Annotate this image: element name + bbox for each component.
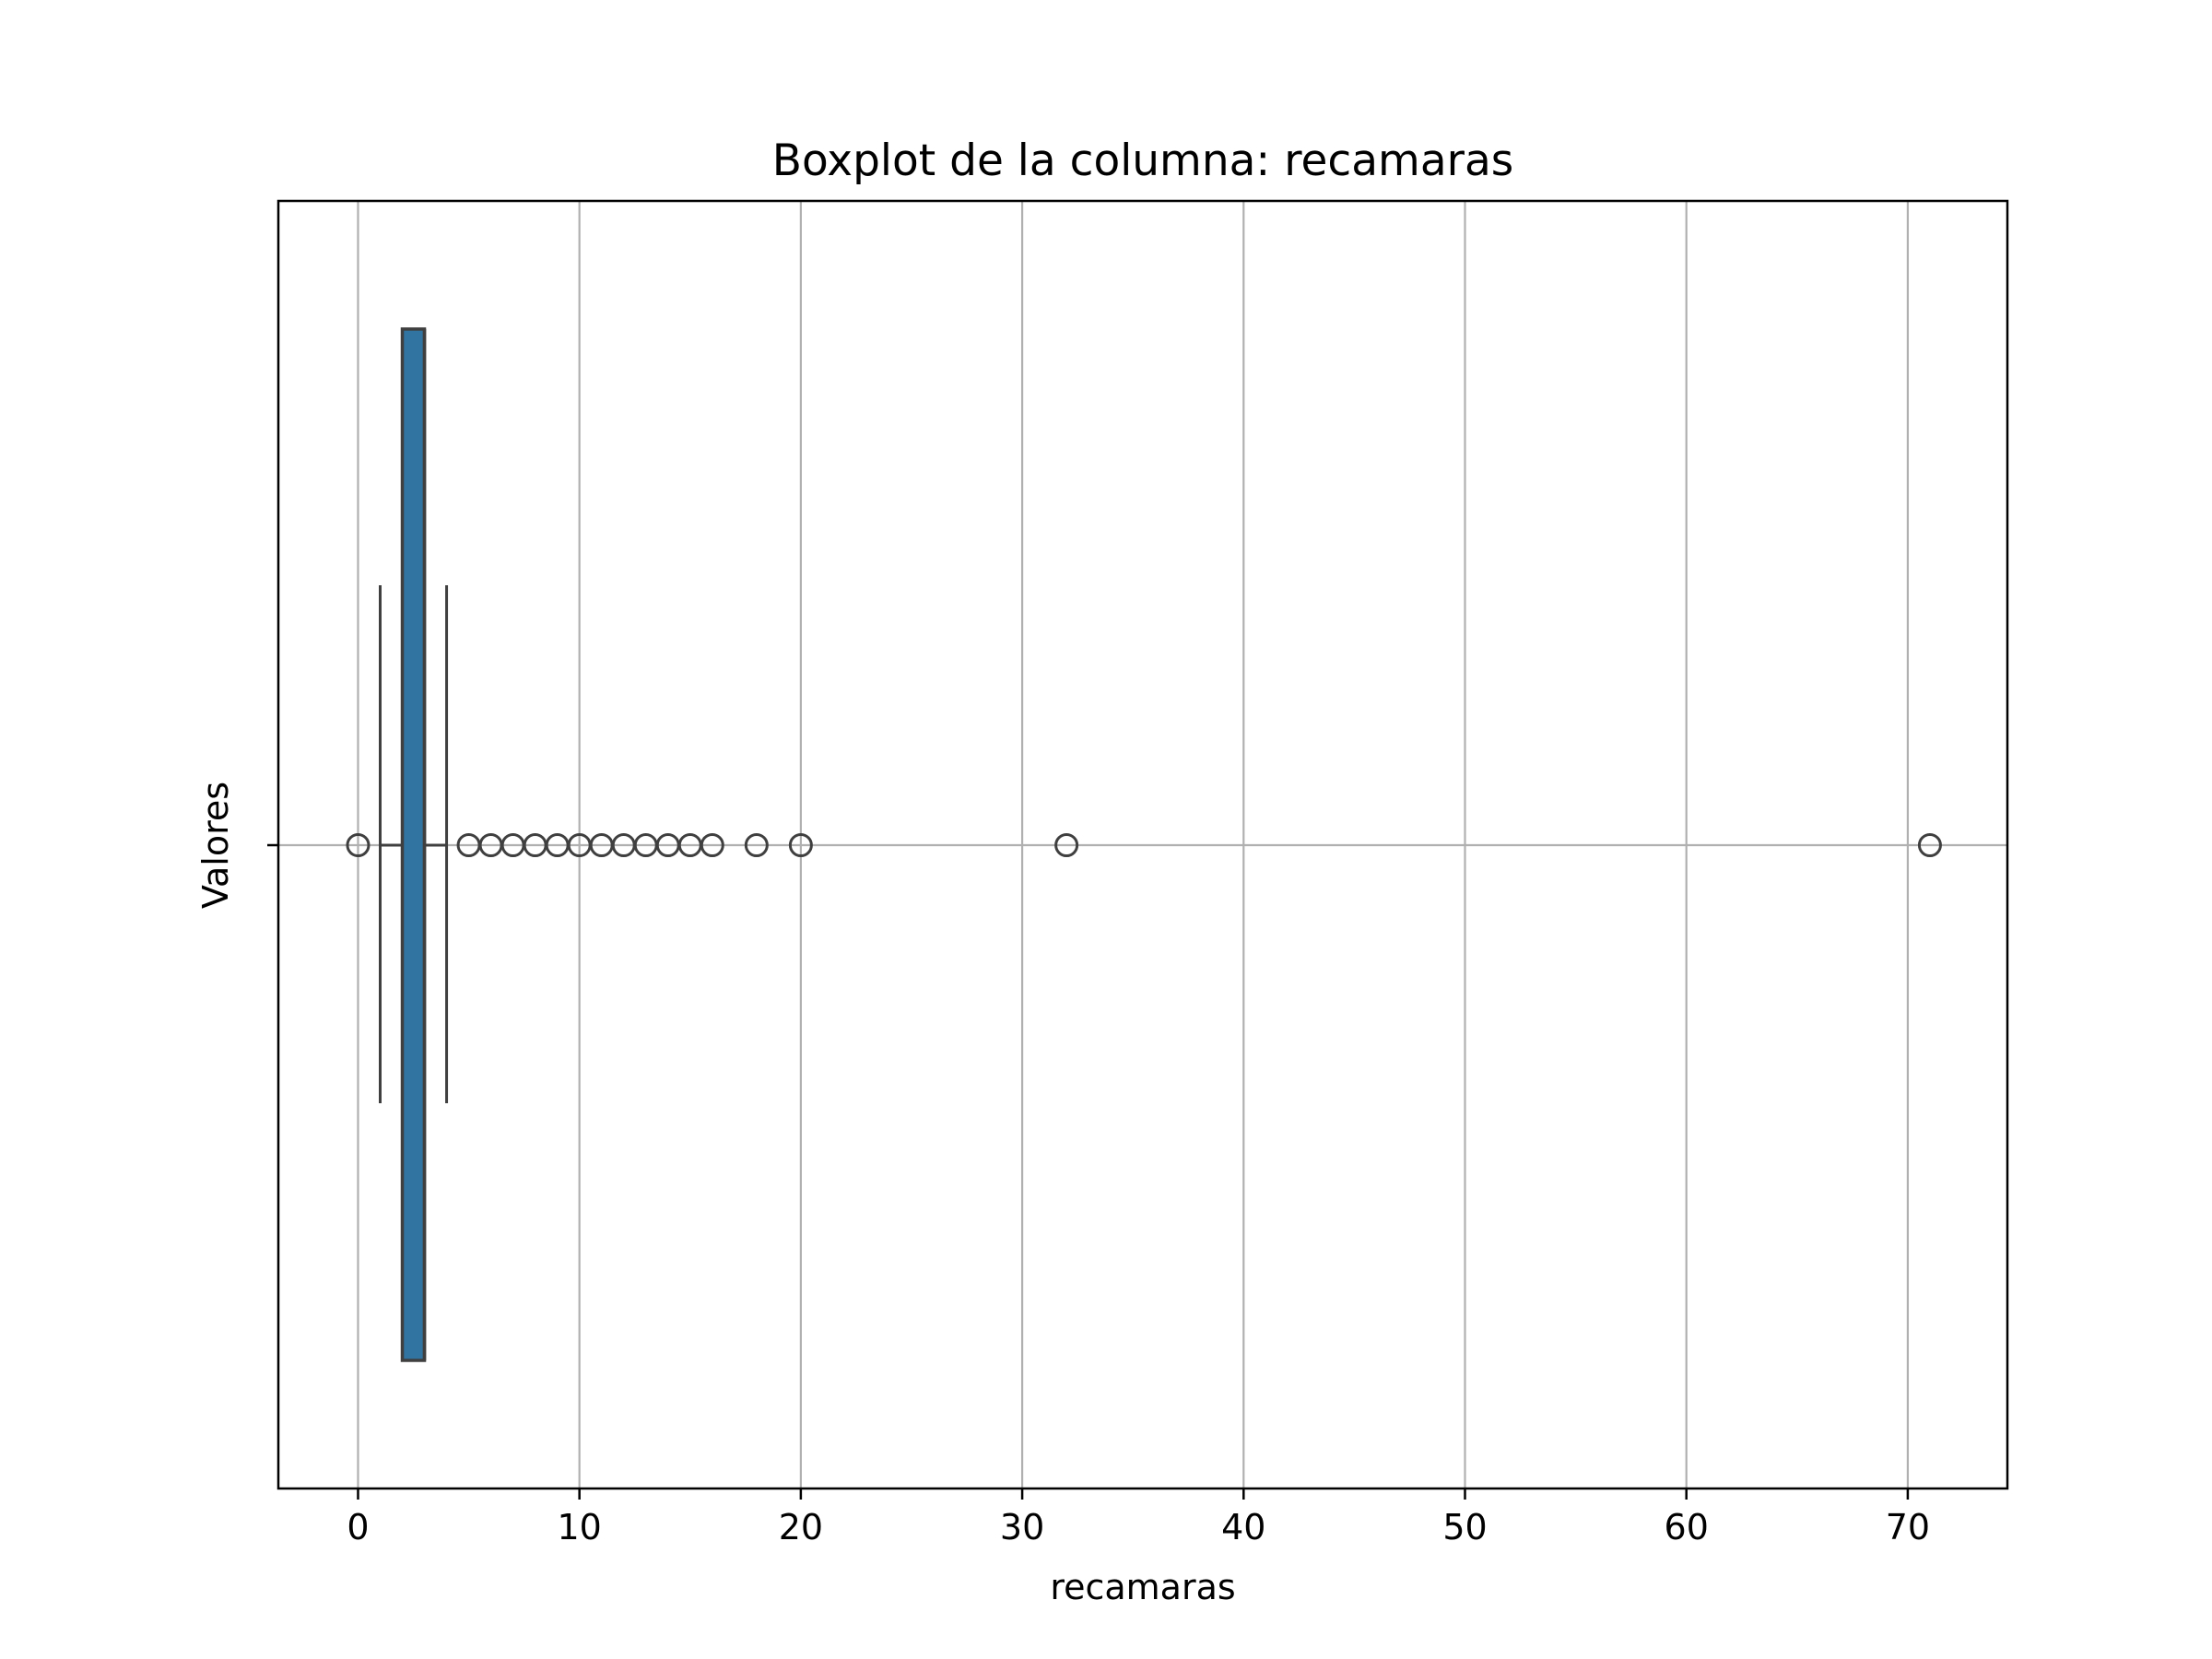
- outlier-point: [744, 833, 769, 857]
- grid-lines: [278, 201, 2007, 1488]
- outlier-point: [788, 833, 813, 857]
- outlier-point: [700, 833, 724, 857]
- x-tick-label: 70: [1886, 1507, 1930, 1547]
- y-axis-label: Valores: [195, 782, 236, 909]
- x-axis-label: recamaras: [1050, 1567, 1235, 1607]
- x-tick-label: 60: [1665, 1507, 1709, 1547]
- interquartile-box: [400, 327, 427, 1362]
- outlier-points: [346, 833, 1942, 857]
- x-tick-label: 50: [1442, 1507, 1487, 1547]
- x-tick-label: 30: [1000, 1507, 1044, 1547]
- x-tick-label: 40: [1221, 1507, 1265, 1547]
- outlier-point: [346, 833, 371, 857]
- x-axis-ticks: 0 10 20 30 40 50 60 70: [267, 843, 1930, 1547]
- outlier-point: [1917, 833, 1942, 857]
- box-plot: [378, 327, 449, 1362]
- outlier-point: [1054, 833, 1079, 857]
- chart-title: Boxplot de la columna: recamaras: [772, 135, 1514, 186]
- x-tick-label: 10: [557, 1507, 601, 1547]
- x-tick-label: 0: [347, 1507, 369, 1547]
- x-tick-label: 20: [779, 1507, 823, 1547]
